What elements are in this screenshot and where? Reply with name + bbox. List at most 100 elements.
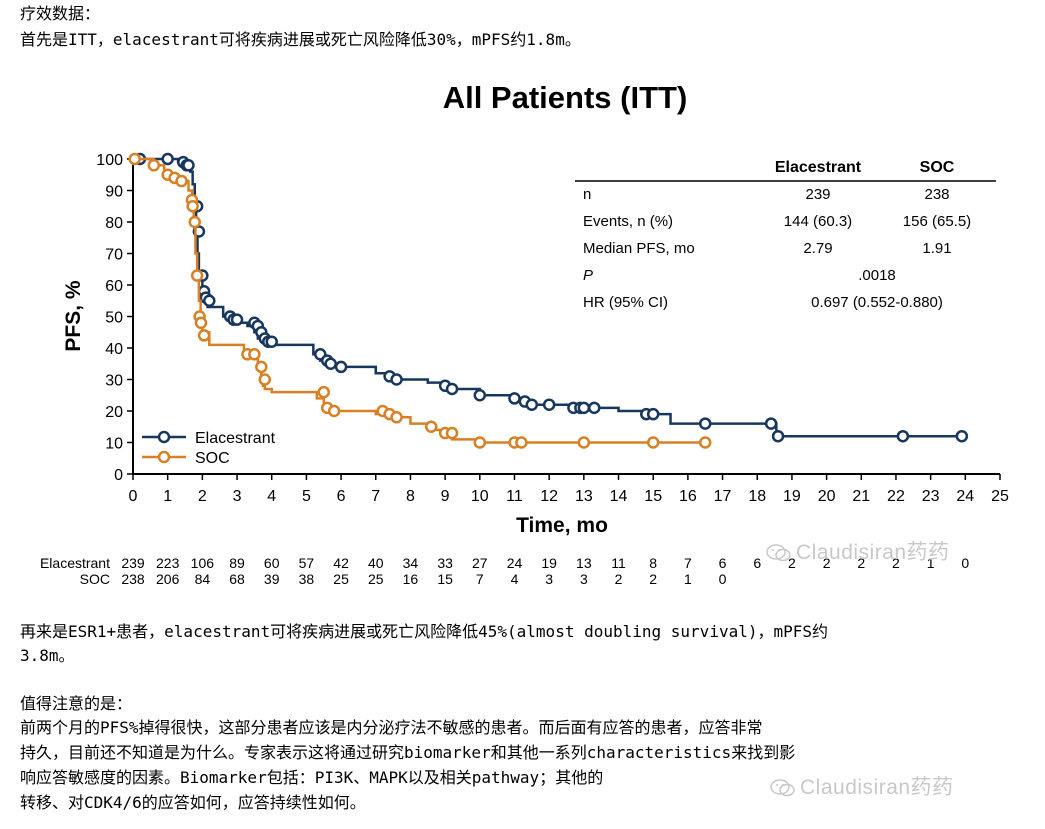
at-risk-count: 239 — [121, 555, 145, 571]
censor-mark-elacestrant — [161, 152, 174, 166]
wechat-icon — [770, 779, 795, 797]
censor-mark-soc — [317, 385, 330, 399]
x-tick-label: 23 — [922, 488, 940, 505]
stats-cell: .0018 — [858, 267, 896, 284]
x-tick-label: 12 — [540, 488, 558, 505]
censor-mark-soc — [258, 373, 272, 386]
watermark: Claudisiran药药 — [766, 536, 950, 566]
at-risk-count: 2 — [649, 571, 657, 587]
x-tick-label: 11 — [506, 488, 523, 505]
at-risk-count: 19 — [541, 555, 557, 571]
intro-heading: 疗效数据： — [20, 4, 101, 23]
censor-mark-elacestrant — [182, 159, 195, 172]
y-tick-label: 60 — [105, 278, 123, 295]
x-tick-label: 20 — [818, 488, 836, 505]
note-heading: 值得注意的是： — [20, 694, 133, 713]
censor-mark-elacestrant — [230, 313, 244, 326]
at-risk-count: 1 — [684, 571, 692, 587]
legend-marker-elacestrant — [157, 430, 171, 444]
watermark-bottom: Claudisiran药药 — [770, 771, 954, 801]
censor-mark-elacestrant — [771, 429, 785, 443]
censor-mark-elacestrant — [324, 357, 337, 370]
intro-line: 首先是ITT，elacestrant可将疾病进展或死亡风险降低30%，mPFS约… — [20, 30, 581, 49]
x-tick-label: 6 — [337, 488, 346, 505]
y-tick-label: 100 — [96, 152, 123, 169]
stats-header: SOC — [920, 159, 955, 176]
axes: 0 1 2 3 4 5 6 7 8 9 10 11 12 13 14 15 16 17 18 19 20 21 22 23 24… — [96, 152, 1009, 505]
y-tick-label: 90 — [105, 184, 123, 201]
at-risk-count: 15 — [437, 571, 453, 587]
at-risk-count: 1 — [927, 555, 935, 571]
at-risk-count: 0 — [719, 571, 727, 587]
stats-table: Elacestrant SOC n 239 238 Events, n (%) 144 (6… — [575, 159, 996, 311]
censor-mark-soc — [424, 420, 438, 433]
x-tick-label: 4 — [267, 488, 276, 505]
at-risk-count: 223 — [156, 555, 180, 571]
at-risk-count: 33 — [437, 555, 453, 571]
at-risk-count: 2 — [892, 555, 900, 571]
note-line-2: 持久，目前还不知道是为什么。专家表示这将通过研究biomarker和其他一系列c… — [20, 743, 796, 762]
y-tick-label: 20 — [105, 404, 123, 421]
censor-mark-elacestrant — [334, 360, 348, 374]
censor-mark-soc — [445, 426, 459, 440]
at-risk-count: 24 — [507, 555, 523, 571]
censor-mark-soc — [147, 159, 161, 172]
censor-mark-soc — [188, 215, 201, 229]
x-tick-label: 5 — [302, 488, 311, 505]
x-tick-label: 8 — [406, 488, 415, 505]
at-risk-count: 57 — [299, 555, 315, 571]
x-tick-label: 2 — [198, 488, 207, 505]
stats-row-label: Median PFS, mo — [583, 240, 695, 257]
censor-mark-elacestrant — [445, 382, 459, 396]
censor-mark-elacestrant — [390, 373, 403, 386]
at-risk-table: Elacestrant 239 223 106 89 60 57 42 40 34 33 2 7 24 19… — [40, 555, 969, 587]
y-tick-label: 40 — [105, 341, 123, 358]
censor-mark-elacestrant — [955, 429, 969, 443]
stats-cell: 2.79 — [803, 240, 832, 257]
censor-mark-elacestrant — [525, 398, 539, 411]
wechat-icon — [766, 544, 791, 562]
stats-cell: 156 (65.5) — [903, 213, 971, 230]
censor-mark-soc — [175, 174, 188, 188]
stats-cell: 144 (60.3) — [784, 213, 852, 230]
watermark-bottom-text: Claudisiran药药 — [800, 776, 954, 799]
censor-mark-soc — [390, 411, 403, 424]
x-tick-label: 24 — [956, 488, 974, 505]
esr1-line-2: 3.8m。 — [20, 646, 75, 665]
at-risk-label: Elacestrant — [40, 555, 110, 571]
censor-mark-elacestrant — [203, 294, 216, 307]
censor-mark-soc — [248, 348, 261, 361]
at-risk-count: 11 — [611, 555, 626, 571]
censor-mark-soc — [255, 360, 268, 374]
note-line-3-tail: 转移、对CDK4/6的应答如何，应答持续性如何。 — [20, 793, 366, 812]
censor-mark-soc — [577, 436, 591, 449]
at-risk-count: 68 — [229, 571, 245, 587]
x-tick-label: 15 — [644, 488, 662, 505]
stats-row-label: Events, n (%) — [583, 213, 673, 230]
at-risk-count: 40 — [368, 555, 384, 571]
censor-mark-elacestrant — [698, 417, 712, 430]
at-risk-count: 106 — [191, 555, 215, 571]
x-tick-label: 10 — [471, 488, 489, 505]
at-risk-count: 89 — [229, 555, 245, 571]
at-risk-count: 42 — [333, 555, 349, 571]
x-tick-label: 19 — [783, 488, 801, 505]
watermark-text: Claudisiran药药 — [796, 541, 950, 564]
y-tick-label: 50 — [105, 310, 123, 327]
censor-mark-elacestrant — [896, 429, 910, 443]
at-risk-count: 6 — [719, 555, 727, 571]
censor-mark-elacestrant — [587, 401, 601, 415]
at-risk-count: 238 — [121, 571, 145, 587]
y-tick-label: 30 — [105, 373, 123, 390]
at-risk-count: 34 — [403, 555, 419, 571]
at-risk-count: 206 — [156, 571, 180, 587]
stats-cell: 1.91 — [922, 240, 951, 257]
at-risk-count: 7 — [684, 555, 692, 571]
at-risk-count: 25 — [333, 571, 349, 587]
at-risk-count: 8 — [649, 555, 657, 571]
censor-mark-soc — [186, 200, 199, 213]
at-risk-count: 7 — [476, 571, 484, 587]
x-tick-label: 16 — [679, 488, 697, 505]
x-tick-label: 0 — [129, 488, 138, 505]
censor-mark-soc — [327, 404, 341, 418]
